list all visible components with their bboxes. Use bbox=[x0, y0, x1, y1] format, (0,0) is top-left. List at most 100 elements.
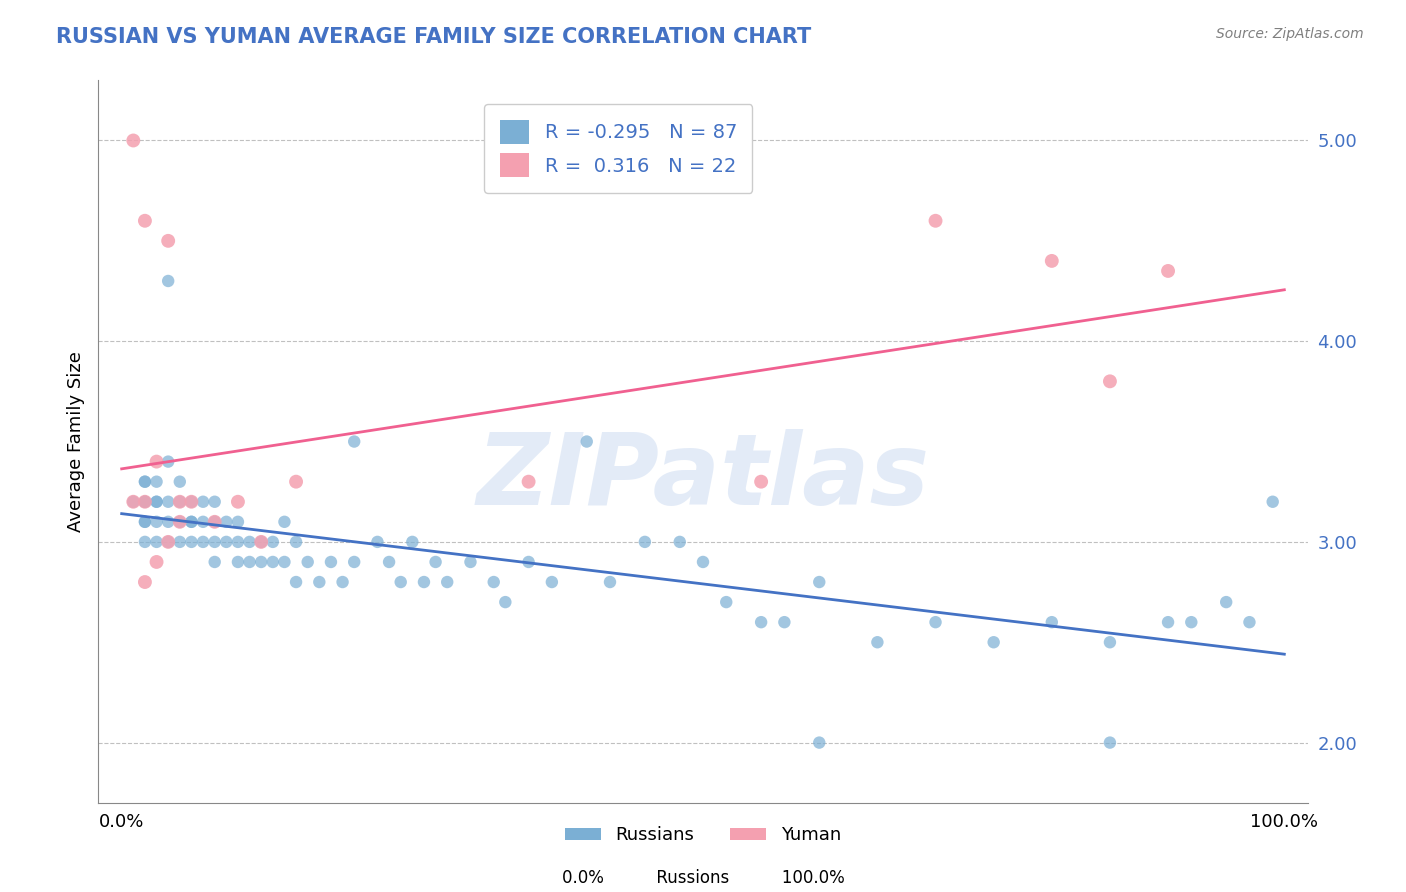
Point bbox=[215, 534, 238, 549]
Point bbox=[297, 555, 319, 569]
Point bbox=[134, 515, 156, 529]
Point bbox=[808, 575, 831, 590]
Point bbox=[692, 555, 714, 569]
Point bbox=[460, 555, 482, 569]
Point bbox=[157, 515, 180, 529]
Point bbox=[169, 515, 191, 529]
Point bbox=[273, 515, 295, 529]
Point bbox=[191, 494, 214, 508]
Point bbox=[169, 515, 191, 529]
Point bbox=[575, 434, 598, 449]
Point bbox=[226, 534, 249, 549]
Point bbox=[145, 475, 167, 489]
Point bbox=[134, 213, 156, 227]
Point bbox=[494, 595, 516, 609]
Point bbox=[134, 494, 156, 508]
Point bbox=[924, 213, 946, 227]
Point bbox=[239, 555, 262, 569]
Point bbox=[145, 555, 167, 569]
Point bbox=[378, 555, 401, 569]
Point bbox=[145, 534, 167, 549]
Point bbox=[273, 555, 295, 569]
Point bbox=[1261, 494, 1284, 508]
Point bbox=[215, 515, 238, 529]
Point bbox=[1098, 635, 1121, 649]
Point bbox=[226, 515, 249, 529]
Text: RUSSIAN VS YUMAN AVERAGE FAMILY SIZE CORRELATION CHART: RUSSIAN VS YUMAN AVERAGE FAMILY SIZE COR… bbox=[56, 27, 811, 46]
Point bbox=[169, 494, 191, 508]
Point bbox=[145, 494, 167, 508]
Point bbox=[169, 475, 191, 489]
Point bbox=[749, 475, 772, 489]
Point bbox=[866, 635, 889, 649]
Point bbox=[308, 575, 330, 590]
Point bbox=[157, 534, 180, 549]
Point bbox=[157, 534, 180, 549]
Point bbox=[191, 534, 214, 549]
Point bbox=[983, 635, 1005, 649]
Point bbox=[250, 534, 273, 549]
Point bbox=[180, 515, 202, 529]
Point bbox=[482, 575, 505, 590]
Point bbox=[250, 534, 273, 549]
Point bbox=[599, 575, 621, 590]
Point bbox=[1040, 253, 1063, 268]
Point bbox=[226, 494, 249, 508]
Point bbox=[180, 515, 202, 529]
Point bbox=[262, 534, 284, 549]
Point bbox=[1098, 735, 1121, 749]
Point bbox=[343, 555, 366, 569]
Point bbox=[749, 615, 772, 629]
Point bbox=[332, 575, 354, 590]
Point bbox=[134, 515, 156, 529]
Point bbox=[1098, 375, 1121, 389]
Point bbox=[204, 534, 226, 549]
Point bbox=[134, 534, 156, 549]
Y-axis label: Average Family Size: Average Family Size bbox=[66, 351, 84, 532]
Point bbox=[145, 494, 167, 508]
Point bbox=[634, 534, 657, 549]
Point bbox=[319, 555, 342, 569]
Point bbox=[169, 534, 191, 549]
Point bbox=[808, 735, 831, 749]
Point bbox=[134, 475, 156, 489]
Text: ZIPatlas: ZIPatlas bbox=[477, 429, 929, 526]
Point bbox=[401, 534, 423, 549]
Point bbox=[134, 475, 156, 489]
Point bbox=[145, 515, 167, 529]
Point bbox=[122, 133, 145, 147]
Point bbox=[285, 475, 308, 489]
Text: 0.0%          Russions          100.0%: 0.0% Russions 100.0% bbox=[561, 869, 845, 887]
Point bbox=[122, 494, 145, 508]
Point bbox=[1157, 615, 1180, 629]
Point bbox=[134, 494, 156, 508]
Point bbox=[389, 575, 412, 590]
Point bbox=[239, 534, 262, 549]
Point bbox=[226, 555, 249, 569]
Point bbox=[517, 475, 540, 489]
Point bbox=[540, 575, 562, 590]
Point bbox=[1215, 595, 1237, 609]
Point bbox=[285, 534, 308, 549]
Point bbox=[145, 454, 167, 469]
Legend: Russians, Yuman: Russians, Yuman bbox=[558, 819, 848, 852]
Point bbox=[204, 515, 226, 529]
Point bbox=[413, 575, 436, 590]
Point bbox=[343, 434, 366, 449]
Point bbox=[773, 615, 796, 629]
Point bbox=[157, 274, 180, 288]
Point bbox=[204, 555, 226, 569]
Point bbox=[668, 534, 690, 549]
Point bbox=[204, 515, 226, 529]
Point bbox=[716, 595, 738, 609]
Point bbox=[180, 494, 202, 508]
Point bbox=[191, 515, 214, 529]
Point bbox=[157, 494, 180, 508]
Point bbox=[285, 575, 308, 590]
Point bbox=[134, 494, 156, 508]
Point bbox=[134, 575, 156, 590]
Point bbox=[180, 494, 202, 508]
Point bbox=[366, 534, 388, 549]
Point bbox=[122, 494, 145, 508]
Point bbox=[262, 555, 284, 569]
